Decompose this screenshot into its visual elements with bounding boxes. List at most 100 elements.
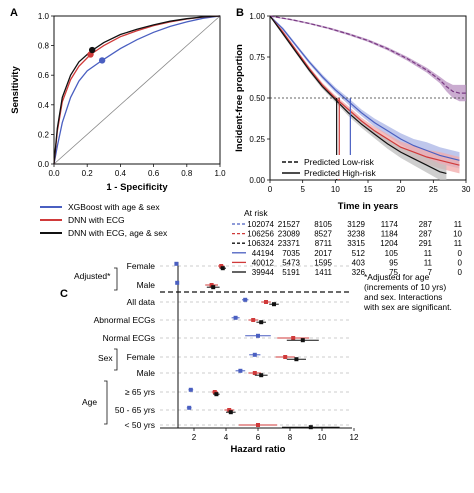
at-risk-cell: 0 [458,249,463,258]
roc-panel: 0.0 0.2 0.4 0.6 0.8 1.0 0.0 0.2 0.4 0.6 0.8 1.0 1 -… [10,12,226,193]
at-risk-cell: 40012 [252,258,275,267]
survival-xtick-label: 25 [429,185,438,194]
forest-row-label: Male [137,368,156,378]
roc-ytick-label: 0.2 [38,130,50,139]
forest-point-xgb [256,333,260,338]
legend-label-xgb: XGBoost with age & sex [68,202,160,212]
forest-point-dnn [291,336,296,340]
survival-xtick-label: 20 [396,185,405,194]
forest-xtick-label: 12 [350,433,359,442]
forest-point-dnn [227,408,232,412]
panel-b-letter: B [236,7,244,19]
roc-xtick-label: 0.4 [115,169,127,178]
at-risk-cell: 287 [419,220,433,229]
forest-xtick-label: 6 [256,433,261,442]
survival-ytick-label: 0.75 [249,53,265,62]
group-label-age: Age [82,397,97,407]
at-risk-cell: 0 [458,268,463,277]
at-risk-cell: 5473 [282,258,300,267]
roc-xtick-label: 1.0 [214,169,226,178]
at-risk-cell: 291 [419,239,433,248]
legend-lowrisk-label: Predicted Low-risk [304,157,375,167]
at-risk-cell: 106324 [247,239,274,248]
forest-row-label: Normal ECGs [103,333,155,343]
forest-point-dnn_full [228,410,233,415]
at-risk-cell: 7035 [282,249,300,258]
group-bracket-age [104,380,108,425]
group-bracket-sex [114,348,118,371]
forest-point-dnn [209,283,214,287]
roc-ytick-label: 0.6 [38,71,50,80]
footnote-line-4: with sex are significant. [363,302,452,312]
forest-row-label: Female [127,261,156,271]
roc-legend: XGBoost with age & sex DNN with ECG DNN … [40,202,168,238]
at-risk-cell: 23371 [278,239,301,248]
roc-curve-xgb [53,15,221,165]
survival-panel: 0 5 10 15 20 25 30 0.00 0.25 0.50 0.75 1.00 Time in… [234,12,471,212]
roc-xtick-label: 0.2 [82,169,94,178]
panel-c-letter: C [60,288,68,300]
group-bracket-adjusted [114,267,118,291]
survival-ytick-label: 0.00 [249,176,265,185]
at-risk-cell: 8711 [315,239,333,248]
survival-ci-band-high-dnn_full [270,16,447,180]
at-risk-cell: 11 [424,249,433,258]
group-label-adjusted: Adjusted* [74,271,111,281]
forest-point-dnn_full [308,425,313,430]
at-risk-title: At risk [244,208,268,218]
survival-ytick-label: 0.50 [249,94,265,103]
forest-point-dnn [264,300,268,304]
survival-ci-band-low-lowrisk [270,16,466,102]
forest-point-xgb [238,368,243,373]
forest-row-label: 50 - 65 yrs [115,405,155,415]
roc-ytick-label: 1.0 [38,12,50,21]
survival-curve-high-dnn_full [269,15,447,174]
survival-legend-box [278,155,382,179]
forest-row-label: < 50 yrs [125,420,155,430]
forest-point-xgb [252,352,257,357]
forest-row-label: Male [137,280,156,290]
at-risk-table: At risk 102074 21527 8105 3129 1174 287 11 1062… [232,208,463,277]
forest-point-dnn_full [272,302,276,307]
forest-panel: 2 4 6 8 10 12 Hazard ratio Female Male All data… [74,261,359,455]
forest-xtick-label: 10 [318,433,327,442]
at-risk-cell: 105 [385,249,399,258]
forest-point-xgb [174,261,179,266]
roc-ytick-label: 0.4 [38,101,50,110]
at-risk-cell: 21527 [278,220,301,229]
roc-operating-point-dnn_full [88,46,96,54]
at-risk-cell: 3315 [347,239,365,248]
survival-xtick-label: 15 [364,185,373,194]
at-risk-cell: 10 [453,230,462,239]
forest-point-dnn_full [259,373,264,378]
survival-xtick-label: 0 [268,185,273,194]
at-risk-cell: 75 [389,268,398,277]
forest-point-dnn [283,355,288,359]
forest-point-dnn_full [214,392,219,397]
roc-reference-diagonal [53,15,221,165]
at-risk-cell: 23089 [278,230,301,239]
survival-ytick-label: 1.00 [249,12,265,21]
survival-curve-low-lowrisk [269,15,466,94]
forest-point-xgb [233,315,238,320]
forest-point-xgb [175,280,180,285]
forest-point-dnn [251,318,256,322]
at-risk-cell: 44194 [252,249,275,258]
at-risk-cell: 287 [419,230,433,239]
survival-ylabel: Incident-free proportion [234,44,245,152]
survival-xtick-label: 30 [462,185,471,194]
footnote-line-3: and sex. Interactions [364,292,442,302]
survival-xtick-label: 10 [331,185,340,194]
survival-xlabel: Time in years [338,201,399,212]
survival-xtick-label: 5 [300,185,305,194]
forest-xtick-label: 4 [224,433,229,442]
roc-plot-area [53,15,221,165]
forest-xtick-label: 8 [288,433,293,442]
at-risk-cell: 2017 [314,249,332,258]
forest-point-dnn_full [220,266,225,271]
at-risk-cell: 95 [389,258,398,267]
forest-point-dnn [212,390,217,394]
roc-xtick-label: 0.6 [148,169,160,178]
at-risk-cell: 102074 [247,220,274,229]
forest-point-xgb [187,405,192,410]
